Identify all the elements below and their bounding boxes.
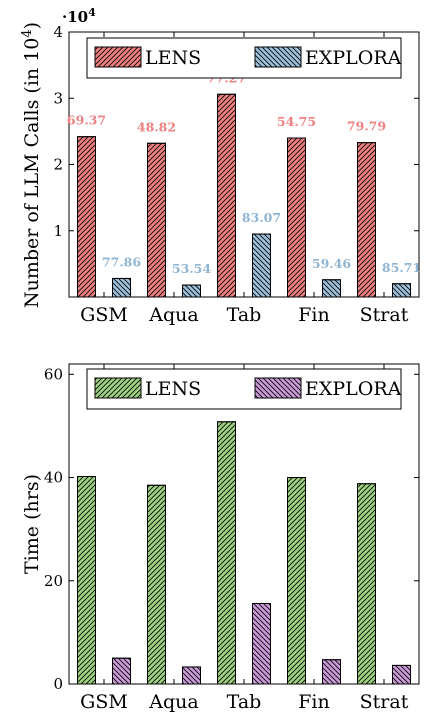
bar-explora-fin-bottom-hatch (322, 659, 341, 685)
legend-bottom: LENS EXPLORA (86, 368, 402, 410)
bar-lens-strat-top-hatch (357, 142, 376, 298)
x-tick-label-tab: Tab (227, 304, 262, 326)
data-label-explora-fin: 59.46 (312, 256, 351, 271)
x-tick-label-aqua: Aqua (148, 304, 198, 326)
y-tick-label: 2 (53, 156, 63, 174)
x-ticks-bottom: GSM Aqua Tab Fin Strat (80, 364, 409, 713)
data-label-lens-gsm: 69.37 (67, 113, 106, 128)
y-tick-label: 20 (44, 572, 63, 590)
bar-lens-fin-top-hatch (287, 137, 306, 298)
y-ticks-bottom: 0 20 40 60 (44, 365, 419, 693)
x-tick-label-aqua: Aqua (148, 691, 198, 713)
bars-bottom (77, 421, 411, 685)
y-tick-label: 0 (53, 675, 63, 693)
bar-lens-tab-top-hatch (217, 93, 236, 298)
bar-explora-tab-bottom-hatch (252, 602, 271, 685)
data-label-explora-strat: 85.71 (382, 260, 421, 275)
bar-explora-fin-top-hatch (322, 279, 341, 298)
y-tick-label: 40 (44, 469, 63, 487)
y-tick-label: 60 (44, 365, 63, 383)
legend-label-explora-top: EXPLORA (305, 47, 402, 69)
y-ticks-top: 1 2 3 4 (53, 23, 419, 240)
bar-explora-gsm-bottom-hatch (112, 657, 131, 685)
x-tick-label-strat: Strat (360, 304, 409, 326)
legend-label-lens-top: LENS (145, 47, 201, 69)
bar-explora-gsm-top-hatch (112, 277, 131, 298)
x-tick-label-fin: Fin (298, 691, 330, 713)
bar-explora-strat-bottom-hatch (392, 664, 411, 685)
data-label-lens-aqua: 48.82 (137, 119, 176, 134)
x-tick-label-strat: Strat (360, 691, 409, 713)
chart-time: Time (hrs) 0 20 40 60 GSM Aqua Tab Fin Strat LE… (21, 363, 420, 713)
bar-explora-aqua-bottom-hatch (182, 666, 201, 685)
y-tick-label: 1 (53, 222, 63, 240)
x-tick-label-fin: Fin (298, 304, 330, 326)
data-label-explora-gsm: 77.86 (102, 254, 141, 269)
data-label-lens-fin: 54.75 (277, 114, 316, 129)
x-ticks-top: GSM Aqua Tab Fin Strat (80, 32, 409, 326)
bar-explora-tab-top-hatch (252, 233, 271, 298)
x-tick-label-tab: Tab (227, 691, 262, 713)
bar-lens-aqua-top-hatch (147, 142, 166, 298)
bar-lens-gsm-top-hatch (77, 136, 96, 298)
legend-label-explora-bottom: EXPLORA (305, 378, 402, 400)
bar-lens-tab-bottom-hatch (217, 421, 236, 685)
bar-explora-aqua-top-hatch (182, 284, 201, 298)
y-axis-label-bottom: Time (hrs) (21, 474, 43, 574)
x-tick-label-gsm: GSM (80, 691, 128, 713)
legend-top: LENS EXPLORA (86, 37, 402, 79)
data-label-lens-strat: 79.79 (347, 119, 386, 134)
bars-top: 69.3777.8648.8253.5477.2783.0754.7559.46… (67, 70, 421, 298)
bar-lens-fin-bottom-hatch (287, 477, 306, 685)
bar-explora-strat-top-hatch (392, 283, 411, 298)
chart-llm-calls: ·104 Number of LLM Calls (in 104) 1 2 3 4 6… (20, 6, 421, 326)
bar-lens-strat-bottom-hatch (357, 483, 376, 685)
axis-multiplier-top: ·104 (62, 6, 96, 26)
y-tick-label: 3 (53, 89, 63, 107)
bar-lens-gsm-bottom-hatch (77, 476, 96, 685)
data-label-explora-aqua: 53.54 (172, 261, 211, 276)
data-label-explora-tab: 83.07 (242, 210, 281, 225)
legend-label-lens-bottom: LENS (145, 378, 201, 400)
bar-lens-aqua-bottom-hatch (147, 484, 166, 685)
y-axis-label-top: Number of LLM Calls (in 104) (20, 22, 43, 308)
x-tick-label-gsm: GSM (80, 304, 128, 326)
y-tick-label: 4 (53, 23, 63, 41)
